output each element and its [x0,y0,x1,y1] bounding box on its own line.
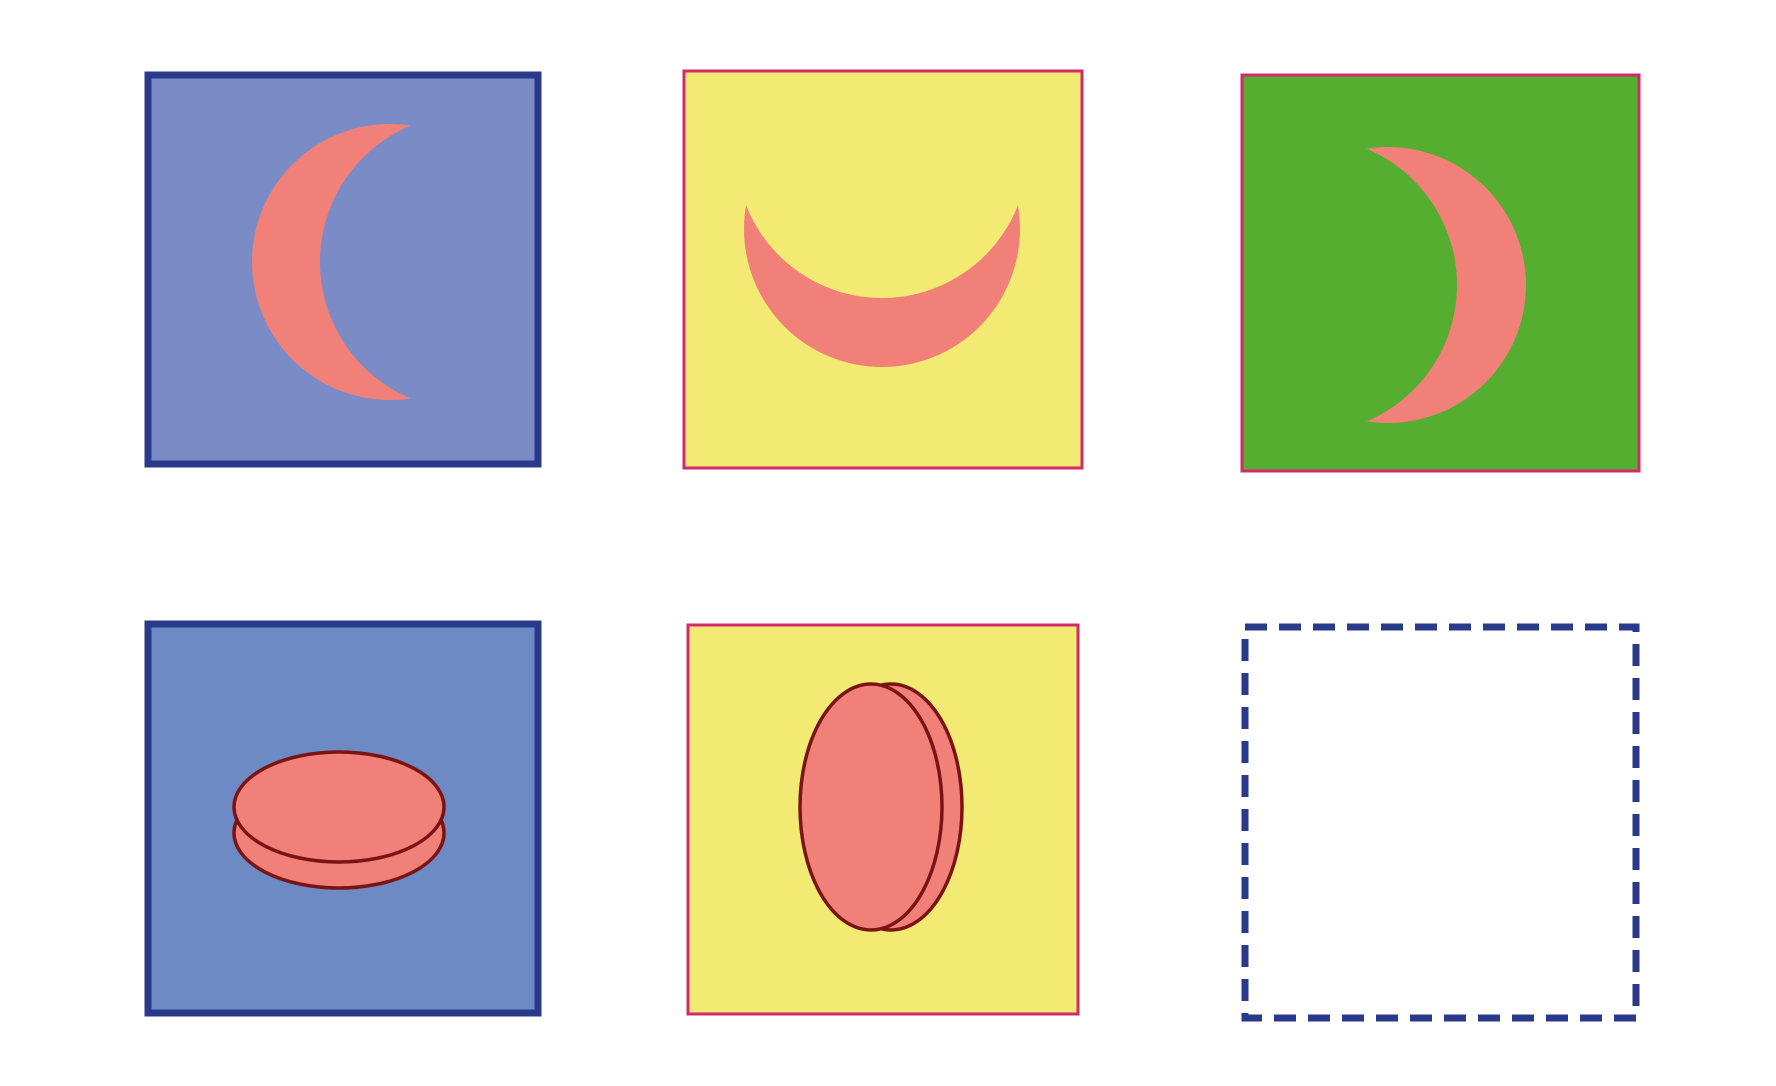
cell-row2-col2 [686,623,1080,1016]
cell-row2-col1 [144,620,542,1017]
stacked-discs-horizontal-icon [232,750,446,890]
missing-answer-box [1241,623,1640,1022]
disc-front [232,750,446,864]
cell-row2-col3 [1241,623,1640,1022]
disc-front [798,682,944,932]
stacked-discs-vertical-icon [798,682,964,932]
